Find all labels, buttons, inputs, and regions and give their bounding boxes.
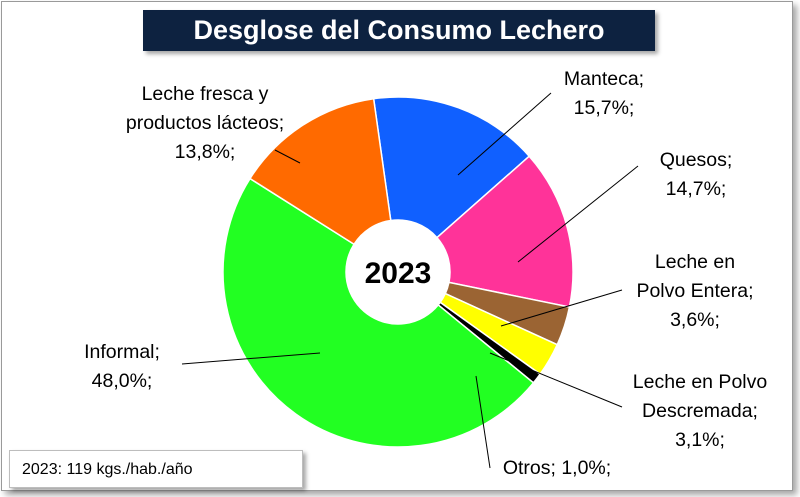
slice-label: Leche en Polvo Descremada; 3,1%; (633, 371, 768, 451)
leader-line (475, 375, 491, 469)
slice-label-line: Leche fresca y (142, 83, 269, 105)
slice-label-line: productos lácteos; (126, 112, 284, 134)
slice-label-line: 48,0%; (92, 370, 153, 392)
slice-label: Leche fresca y productos lácteos; 13,8%; (126, 83, 284, 163)
leader-line (274, 149, 301, 164)
donut-hole (346, 220, 450, 324)
slice-label-line: 13,8%; (175, 141, 236, 163)
slice-label-line: 3,6%; (670, 309, 720, 331)
annual-consumption-note: 2023: 119 kgs./hab./año (9, 450, 303, 488)
slice-label-line: Descremada; (642, 400, 758, 422)
slice-label-line: Informal; (84, 341, 160, 363)
slice-label-line: 3,1%; (675, 429, 725, 451)
slice-quesos (435, 155, 574, 308)
slice-label-line: Leche en Polvo (633, 371, 768, 393)
slice-label-line: 14,7%; (666, 178, 727, 200)
slice-label-line: 15,7%; (574, 97, 635, 119)
slice-label: Otros; 1,0%; (503, 457, 611, 479)
slice-label: Manteca; 15,7%; (564, 68, 644, 119)
slice-label-line: Leche en (655, 251, 735, 273)
slice-label-line: Manteca; (564, 68, 644, 90)
leader-line (181, 352, 321, 365)
leader-line (457, 92, 552, 176)
center-label: 2023 (365, 257, 432, 290)
slice-label-line: Quesos; (660, 149, 733, 171)
leader-line (517, 165, 639, 263)
slice-label: Quesos; 14,7%; (660, 149, 733, 200)
slice-label-line: Otros; 1,0%; (503, 457, 611, 479)
slice-label: Informal; 48,0%; (84, 341, 160, 392)
chart-title: Desglose del Consumo Lechero Mundial (143, 10, 655, 86)
slice-label-line: Polvo Entera; (636, 280, 753, 302)
leader-line (500, 289, 623, 327)
slice-label: Leche en Polvo Entera; 3,6%; (636, 251, 753, 331)
leader-line (489, 352, 623, 408)
